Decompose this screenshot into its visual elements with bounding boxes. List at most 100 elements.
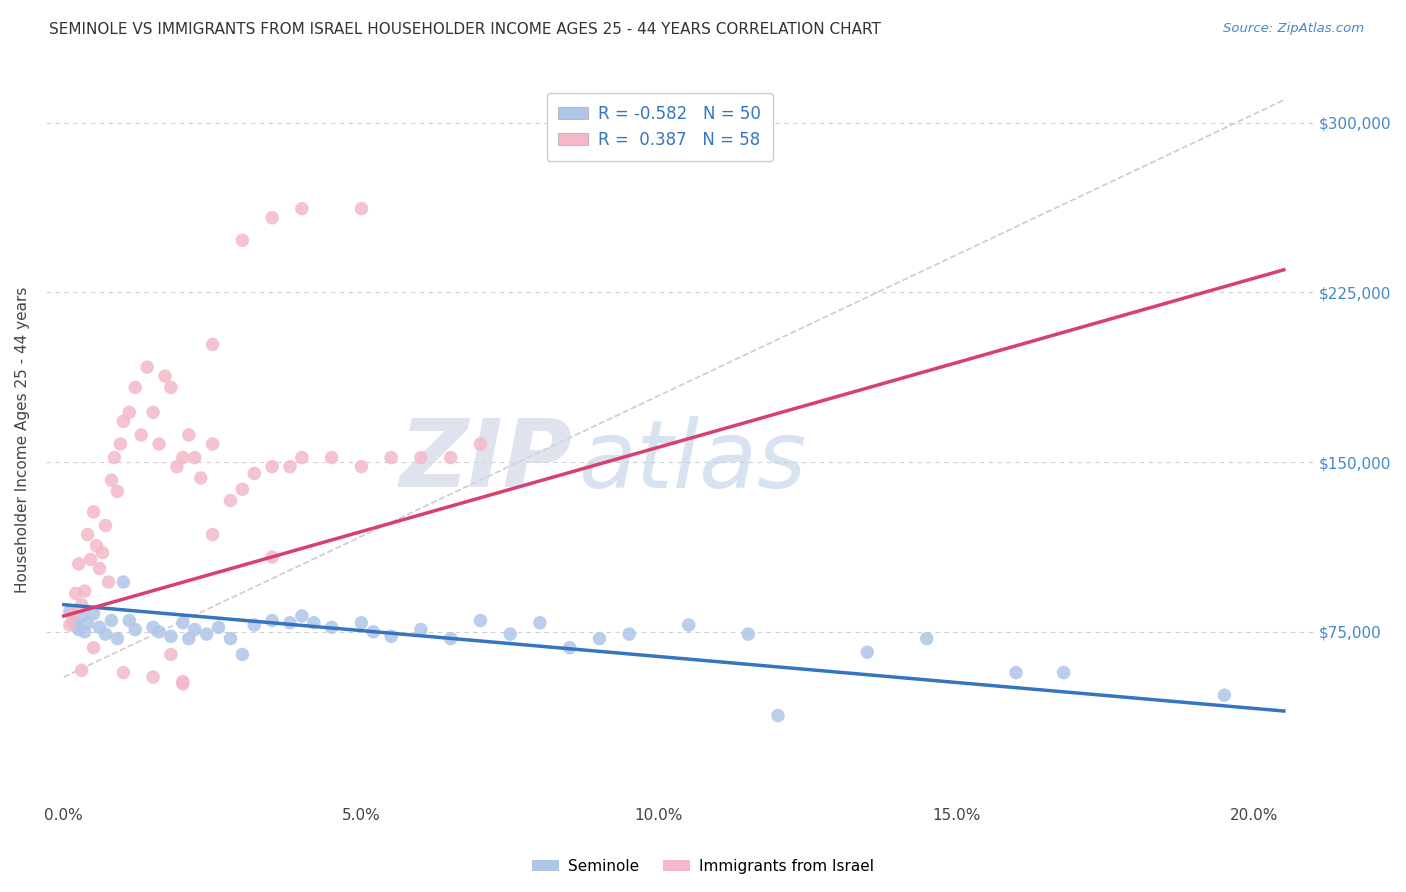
Point [70,609,93,624]
Point [172,674,194,689]
Point [278,459,301,474]
Point [177,428,200,442]
Point [142,405,165,419]
Text: SEMINOLE VS IMMIGRANTS FROM ISRAEL HOUSEHOLDER INCOME AGES 25 - 44 YEARS CORRELA: SEMINOLE VS IMMIGRANTS FROM ISRAEL HOUSE… [49,22,882,37]
Point [70,598,93,612]
Point [184,450,207,465]
Point [529,615,551,630]
Text: ZIP: ZIP [399,415,572,508]
Point [100,473,122,487]
Point [76,527,98,541]
Point [291,202,314,216]
Point [89,620,111,634]
Point [440,632,463,646]
Point [65,618,87,632]
Point [321,450,343,465]
Point [1213,688,1236,702]
Point [380,629,402,643]
Point [278,615,301,630]
Point [110,437,132,451]
Y-axis label: Householder Income Ages 25 - 44 years: Householder Income Ages 25 - 44 years [15,286,30,592]
Point [219,632,242,646]
Point [588,632,610,646]
Point [409,623,432,637]
Point [470,614,492,628]
Point [124,623,146,637]
Point [201,437,224,451]
Point [148,624,170,639]
Point [262,211,284,225]
Point [219,493,242,508]
Legend: R = -0.582   N = 50, R =  0.387   N = 58: R = -0.582 N = 50, R = 0.387 N = 58 [547,93,773,161]
Point [103,450,125,465]
Point [79,552,101,566]
Legend: Seminole, Immigrants from Israel: Seminole, Immigrants from Israel [526,853,880,880]
Point [915,632,938,646]
Point [59,604,82,618]
Point [67,623,90,637]
Point [737,627,759,641]
Text: atlas: atlas [578,416,807,507]
Point [142,620,165,634]
Point [190,471,212,485]
Point [619,627,641,641]
Point [86,539,108,553]
Point [201,527,224,541]
Point [172,615,194,630]
Point [380,450,402,465]
Point [291,450,314,465]
Point [231,648,253,662]
Point [440,450,463,465]
Point [83,640,105,655]
Point [678,618,700,632]
Point [262,459,284,474]
Point [73,624,96,639]
Point [83,505,105,519]
Point [302,615,325,630]
Point [124,380,146,394]
Point [231,233,253,247]
Point [105,484,128,499]
Point [321,620,343,634]
Point [118,614,141,628]
Point [97,575,120,590]
Point [243,618,266,632]
Point [118,405,141,419]
Point [94,518,117,533]
Point [142,670,165,684]
Point [160,648,183,662]
Point [766,708,789,723]
Point [207,620,229,634]
Point [100,614,122,628]
Point [177,632,200,646]
Point [172,450,194,465]
Point [195,627,218,641]
Point [129,428,152,442]
Point [94,627,117,641]
Point [148,437,170,451]
Point [291,609,314,624]
Point [231,483,253,497]
Point [91,546,114,560]
Point [856,645,879,659]
Point [350,202,373,216]
Point [470,437,492,451]
Point [262,614,284,628]
Point [62,614,84,628]
Point [172,677,194,691]
Point [153,369,176,384]
Point [1005,665,1028,680]
Point [350,615,373,630]
Point [70,663,93,677]
Point [112,575,135,590]
Point [499,627,522,641]
Point [65,586,87,600]
Point [136,360,159,375]
Point [160,380,183,394]
Point [409,450,432,465]
Point [350,459,373,474]
Point [67,557,90,571]
Point [112,665,135,680]
Point [1053,665,1076,680]
Point [105,632,128,646]
